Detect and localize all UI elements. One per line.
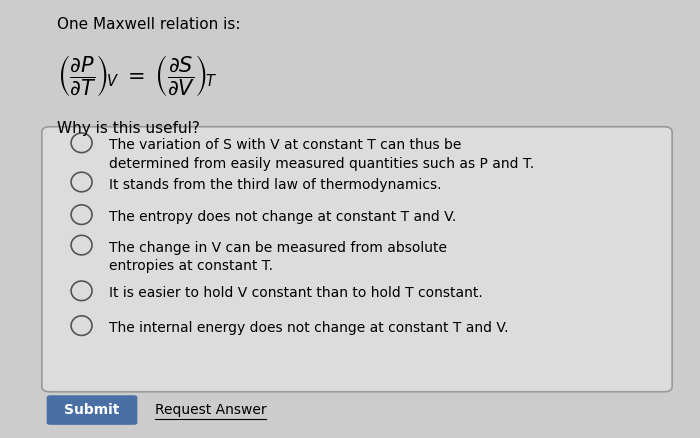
Text: Why is this useful?: Why is this useful?	[57, 121, 200, 136]
Text: The entropy does not change at constant T and V.: The entropy does not change at constant …	[109, 210, 456, 224]
Text: The internal energy does not change at constant T and V.: The internal energy does not change at c…	[109, 321, 509, 335]
Text: It stands from the third law of thermodynamics.: It stands from the third law of thermody…	[109, 178, 442, 192]
Text: Submit: Submit	[64, 403, 120, 417]
Text: Request Answer: Request Answer	[155, 403, 267, 417]
Text: The variation of S with V at constant T can thus be
determined from easily measu: The variation of S with V at constant T …	[109, 138, 535, 171]
Text: It is easier to hold V constant than to hold T constant.: It is easier to hold V constant than to …	[109, 286, 483, 300]
FancyBboxPatch shape	[42, 127, 672, 392]
Text: One Maxwell relation is:: One Maxwell relation is:	[57, 17, 241, 32]
Text: $\left(\dfrac{\partial P}{\partial T}\right)_{\!V}$$\; = \;$$\left(\dfrac{\parti: $\left(\dfrac{\partial P}{\partial T}\ri…	[57, 53, 218, 98]
Text: The change in V can be measured from absolute
entropies at constant T.: The change in V can be measured from abs…	[109, 241, 447, 273]
FancyBboxPatch shape	[47, 395, 137, 425]
